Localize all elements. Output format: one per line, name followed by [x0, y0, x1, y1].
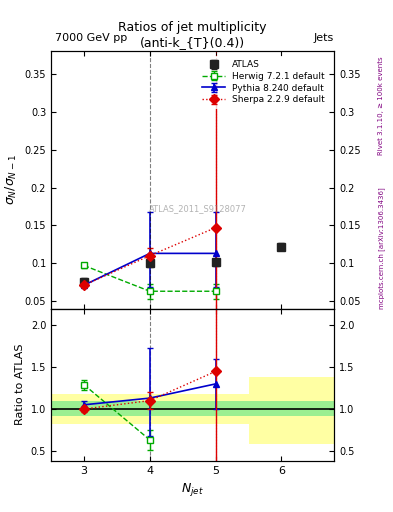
- Y-axis label: Ratio to ATLAS: Ratio to ATLAS: [15, 344, 25, 425]
- Text: ATLAS_2011_S9128077: ATLAS_2011_S9128077: [149, 204, 247, 213]
- Text: 7000 GeV pp: 7000 GeV pp: [55, 33, 127, 43]
- Text: Rivet 3.1.10, ≥ 100k events: Rivet 3.1.10, ≥ 100k events: [378, 56, 384, 155]
- Legend: ATLAS, Herwig 7.2.1 default, Pythia 8.240 default, Sherpa 2.2.9 default: ATLAS, Herwig 7.2.1 default, Pythia 8.24…: [198, 56, 330, 109]
- Y-axis label: $\sigma_N / \sigma_{N-1}$: $\sigma_N / \sigma_{N-1}$: [4, 155, 19, 205]
- Text: mcplots.cern.ch [arXiv:1306.3436]: mcplots.cern.ch [arXiv:1306.3436]: [378, 187, 385, 309]
- Title: Ratios of jet multiplicity
(anti-k_{T}(0.4)): Ratios of jet multiplicity (anti-k_{T}(0…: [118, 20, 267, 49]
- Text: Jets: Jets: [314, 33, 334, 43]
- X-axis label: $N_{jet}$: $N_{jet}$: [181, 481, 204, 498]
